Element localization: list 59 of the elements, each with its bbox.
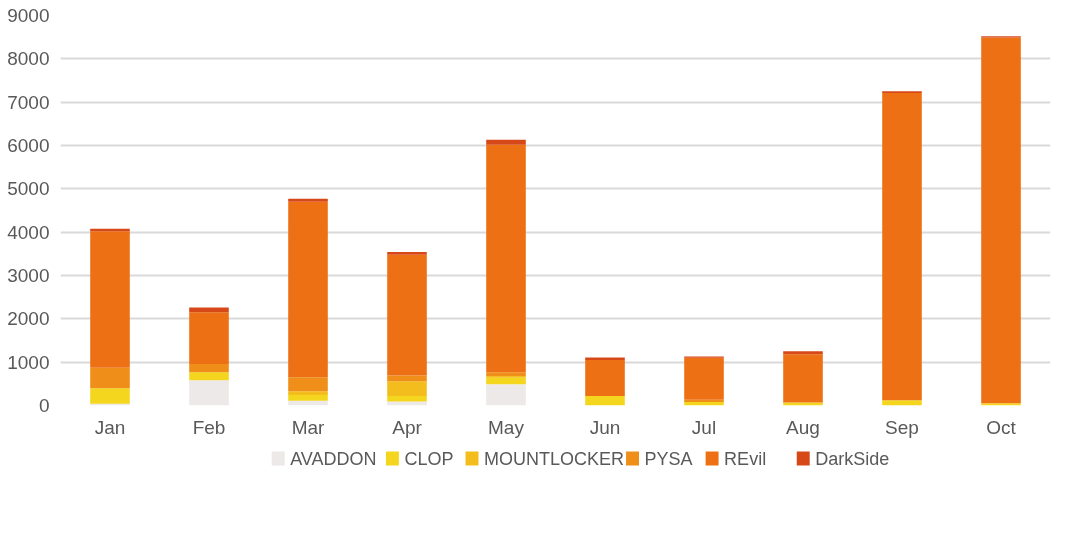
y-tick-label: 8000 [7,48,50,70]
y-tick-label: 1000 [7,351,50,373]
x-tick-label: Feb [192,416,226,438]
y-tick-label: 2000 [7,308,50,330]
x-tick-label: Aug [786,416,820,438]
bar [783,351,823,355]
x-tick-label: Jan [94,416,126,438]
bar [288,391,328,396]
legend-label: AVADDON [290,448,377,469]
bar [90,388,130,404]
bar [585,360,625,396]
bar [981,403,1021,406]
bar [486,144,526,373]
x-tick-label: Mar [291,416,326,438]
y-tick-label: 7000 [7,91,50,113]
x-tick-label: Oct [986,416,1017,438]
bar [387,395,427,402]
bar [486,139,526,145]
bar [288,377,328,392]
y-tick-label: 0 [38,395,50,416]
y-tick-label: 5000 [7,178,50,200]
legend-label: PYSA [644,448,693,469]
bar [486,384,526,406]
bar [486,372,526,377]
bar [189,380,229,406]
x-tick-label: Jun [589,416,621,438]
legend-label: MOUNTLOCKER [484,448,625,469]
x-tick-label: May [488,416,525,438]
bar [387,375,427,382]
bar [585,395,625,406]
legend-label: REvil [724,448,767,469]
x-tick-label: Apr [392,416,423,438]
bar [387,254,427,376]
legend-label: DarkSide [815,448,890,469]
y-tick-label: 3000 [7,265,50,286]
y-tick-label: 6000 [7,135,50,156]
bar [189,363,229,373]
bar [387,381,427,396]
bar [882,400,922,406]
bar [882,93,922,401]
bar [189,312,229,364]
bar [189,372,229,381]
legend-label: CLOP [404,448,454,469]
bar [585,357,625,360]
bar [288,198,328,202]
bar [684,357,724,400]
x-tick-label: Jul [691,416,717,438]
bar [288,395,328,401]
y-tick-label: 9000 [7,5,50,26]
x-tick-label: Sep [885,416,919,438]
y-tick-label: 4000 [7,221,50,243]
bar [783,354,823,403]
bar [387,252,427,255]
bar [486,377,526,385]
bar [981,37,1021,404]
bar [90,231,130,368]
bar [90,367,130,389]
bar [288,201,328,378]
bar [783,402,823,406]
